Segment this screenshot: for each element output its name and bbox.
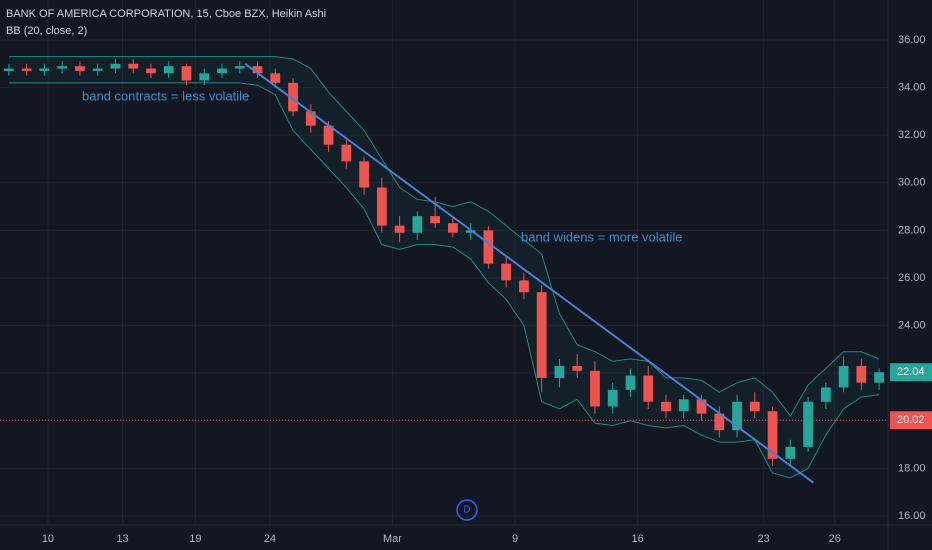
annotation: band contracts = less volatile [82, 88, 249, 103]
x-tick-label: 13 [116, 533, 128, 545]
candle-body [696, 399, 707, 414]
y-tick-label: 24.00 [898, 319, 926, 331]
candle-body [465, 230, 476, 233]
y-tick-label: 18.00 [898, 462, 926, 474]
candle-body [874, 372, 885, 383]
candle-body [714, 413, 725, 431]
candle-body [838, 366, 849, 388]
x-tick-label: 16 [631, 533, 643, 545]
candle-body [430, 216, 441, 224]
y-tick-label: 26.00 [898, 272, 926, 284]
candle-body [678, 399, 689, 412]
candle-body [181, 66, 192, 81]
y-tick-label: 34.00 [898, 81, 926, 93]
candle-body [554, 366, 565, 378]
candle-body [376, 187, 387, 226]
candle-body [572, 366, 583, 371]
candle-body [75, 66, 85, 71]
candle-body [412, 216, 423, 233]
candle-body [163, 66, 174, 74]
x-tick-label: 24 [264, 533, 276, 545]
candle-body [234, 66, 245, 69]
candle-body [21, 68, 32, 71]
annotation: band widens = more volatile [521, 229, 683, 244]
grid [0, 0, 888, 525]
candle-body [643, 375, 654, 402]
y-tick-label: 16.00 [898, 510, 926, 522]
candle-body [359, 161, 369, 188]
candle-body [607, 389, 618, 407]
x-tick-label: 19 [189, 533, 201, 545]
band-fill [8, 56, 880, 478]
price-tag [890, 411, 932, 430]
candle-body [501, 263, 512, 281]
candle-body [767, 411, 778, 459]
chart-title: BANK OF AMERICA CORPORATION, 15, Cboe BZ… [6, 8, 326, 20]
candle-body [447, 223, 458, 233]
candle-body [785, 446, 796, 459]
x-tick-label: 26 [829, 533, 841, 545]
candle-body [217, 68, 227, 74]
candle-body [3, 68, 14, 71]
candle-body [270, 73, 281, 83]
candle-body [128, 63, 139, 69]
candle-body [732, 401, 742, 431]
candle-body [519, 280, 529, 293]
price-tag-label: 22.04 [897, 366, 925, 378]
candle-body [625, 375, 636, 390]
candle-body [661, 401, 671, 412]
y-tick-label: 36.00 [898, 34, 926, 46]
candle-body [394, 225, 405, 233]
y-tick-label: 32.00 [898, 129, 926, 141]
candle-body [856, 366, 867, 383]
candle-body [749, 401, 760, 412]
trendline [244, 62, 815, 484]
candle-body [110, 63, 121, 69]
y-tick-label: 30.00 [898, 177, 926, 189]
indicator-label: BB (20, close, 2) [6, 25, 87, 37]
price-tag-label: 20.02 [897, 414, 925, 426]
band-line [8, 56, 880, 417]
interval-marker[interactable]: D [463, 505, 470, 516]
x-tick-label: 23 [758, 533, 770, 545]
candle-body [803, 401, 813, 447]
candle-body [57, 66, 68, 69]
candle-body [146, 68, 156, 74]
x-tick-label: 10 [42, 533, 54, 545]
candle-body [341, 144, 352, 162]
candle-body [252, 66, 263, 74]
candle-body [590, 370, 600, 407]
x-tick-label: Mar [383, 533, 402, 545]
candle-body [820, 387, 831, 402]
band-line [8, 82, 880, 479]
candle-body [305, 111, 316, 126]
candle-body [536, 292, 547, 378]
candle-body [483, 230, 494, 264]
candle-body [39, 68, 50, 71]
y-tick-label: 28.00 [898, 224, 926, 236]
x-tick-label: 9 [512, 533, 518, 545]
candle-body [323, 125, 334, 145]
plot [0, 56, 888, 484]
interval-marker-circle[interactable] [456, 499, 478, 521]
candle-body [288, 82, 298, 112]
candle-body [92, 68, 103, 71]
price-tag [890, 363, 932, 382]
candle-body [199, 73, 210, 81]
